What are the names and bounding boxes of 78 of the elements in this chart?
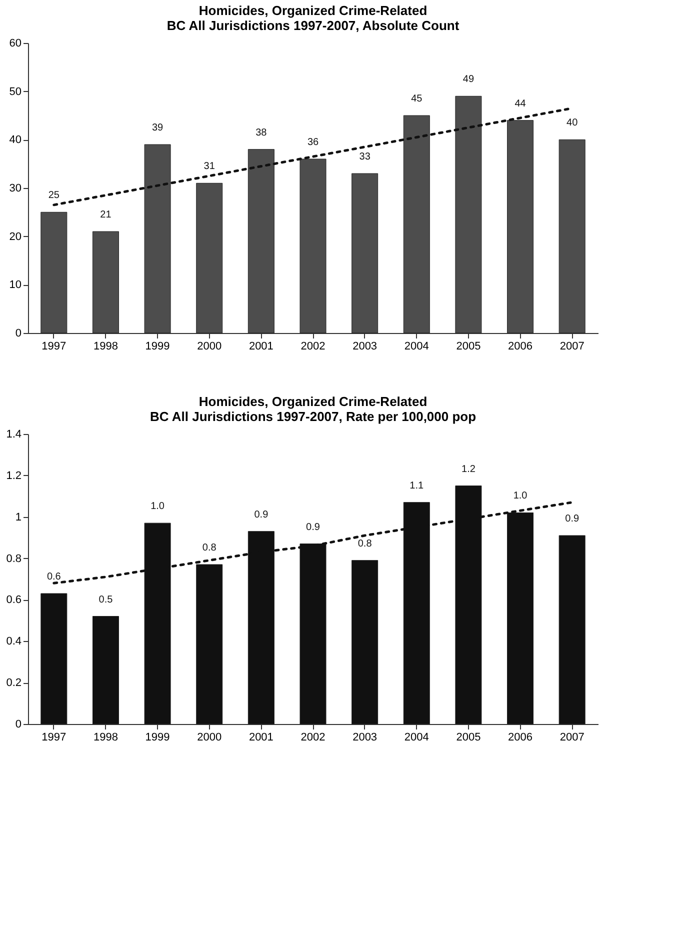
x-tick-label: 2002 (300, 340, 326, 352)
y-tick-label: 0.4 (6, 636, 22, 648)
y-tick-label: 20 (9, 230, 22, 243)
y-tick-label: 0 (15, 718, 22, 730)
data-label: 39 (152, 122, 164, 134)
y-tick-label: 30 (9, 182, 22, 194)
x-tick-label: 2005 (456, 732, 481, 744)
x-tick-label: 2001 (248, 732, 274, 744)
x-tick-label: 2000 (197, 732, 222, 744)
bar (507, 120, 534, 334)
data-label: 1.0 (513, 490, 528, 502)
text: BC All Jurisdictions 1997-2007, Absolute Count (166, 18, 460, 33)
x-tick-label: 2004 (404, 732, 429, 744)
data-label: 31 (204, 161, 216, 172)
text: BC All Jurisdictions 1997-2007, Rate per 100,000 pop (150, 409, 476, 424)
y-tick-label: 50 (9, 86, 22, 98)
bar (40, 212, 68, 334)
data-label: 0.8 (358, 538, 372, 550)
bar (92, 231, 119, 334)
x-tick-label: 1997 (42, 732, 66, 744)
data-label: 44 (514, 98, 526, 110)
y-tick-label: 40 (9, 134, 22, 146)
bar (196, 182, 223, 334)
x-tick-label: 2006 (508, 732, 533, 744)
x-tick-label: 2004 (404, 340, 429, 352)
x-tick-label: 2007 (560, 340, 584, 352)
text: Homicides, Organized Crime-Related (198, 3, 428, 18)
data-label: 49 (462, 74, 474, 86)
data-label: 36 (307, 137, 319, 148)
bar (403, 115, 430, 334)
data-label: 1.0 (150, 501, 165, 512)
x-tick-label: 1999 (145, 340, 170, 352)
x-tick-label: 1998 (93, 732, 118, 744)
y-tick-label: 1 (15, 511, 22, 524)
data-label: 25 (48, 190, 60, 202)
y-tick-label: 1.2 (6, 470, 22, 482)
x-tick-label: 2003 (352, 732, 378, 744)
data-label: 0.9 (254, 509, 269, 520)
y-tick-label: 0 (15, 328, 22, 340)
bar (558, 535, 586, 724)
data-label: 40 (566, 118, 578, 129)
x-tick-label: 2006 (508, 340, 533, 352)
text: Homicides, Organized Crime-Related (198, 394, 428, 409)
data-label: 0.9 (306, 522, 320, 533)
x-tick-label: 2005 (456, 340, 481, 352)
x-tick-label: 1998 (93, 340, 118, 352)
bar (300, 158, 326, 334)
y-tick-label: 10 (9, 279, 22, 292)
bar (352, 560, 378, 724)
bar (558, 139, 586, 334)
data-label: 0.6 (46, 572, 62, 582)
bar (144, 144, 171, 334)
data-label: 0.5 (98, 594, 114, 606)
x-tick-label: 2000 (197, 340, 222, 352)
data-label: 45 (411, 94, 423, 104)
bar (352, 173, 378, 334)
x-tick-label: 1997 (42, 340, 66, 352)
bar (40, 593, 68, 724)
x-tick-label: 2007 (560, 732, 584, 744)
y-tick-label: 0.2 (6, 677, 22, 690)
data-label: 33 (359, 152, 371, 162)
data-label: 21 (100, 210, 112, 220)
x-tick-label: 2002 (300, 732, 326, 744)
x-tick-label: 2001 (248, 340, 274, 352)
y-tick-label: 0.6 (6, 594, 22, 606)
bar (92, 616, 119, 724)
y-tick-label: 60 (9, 38, 22, 50)
bar (455, 96, 482, 334)
x-tick-label: 1999 (145, 732, 170, 744)
data-label: 1.2 (462, 464, 476, 475)
y-tick-label: 0.8 (6, 552, 22, 565)
data-label: 0.9 (565, 514, 580, 524)
data-label: 0.8 (202, 542, 217, 554)
data-label: 1.1 (410, 480, 424, 492)
x-tick-label: 2003 (352, 340, 378, 352)
data-label: 38 (256, 127, 268, 138)
y-tick-label: 1.4 (6, 428, 22, 440)
bar (248, 149, 274, 334)
